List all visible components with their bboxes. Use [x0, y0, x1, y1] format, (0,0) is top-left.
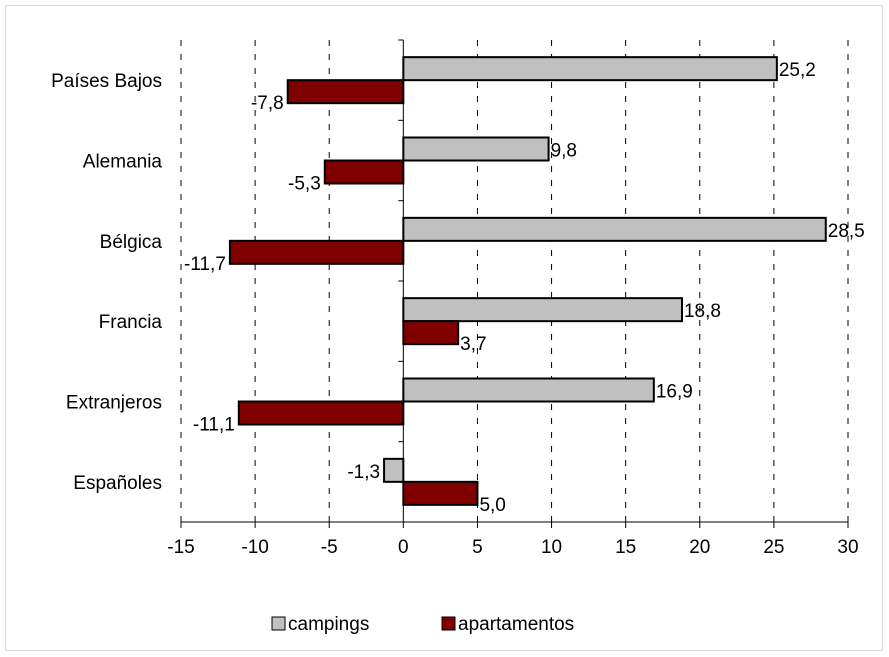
bar-apartamentos	[286, 79, 405, 105]
data-label-apartamentos: 3,7	[460, 334, 486, 355]
category-label: Alemania	[83, 152, 163, 173]
data-label-apartamentos: -7,8	[251, 93, 284, 114]
category-label: Países Bajos	[51, 71, 162, 92]
bar-campings	[402, 297, 683, 323]
legend: campings apartamentos	[271, 614, 574, 635]
x-tick-label: 30	[837, 537, 858, 558]
bar-campings	[402, 136, 550, 162]
x-tick-label: -15	[167, 537, 194, 558]
axes	[180, 39, 849, 528]
legend-label-campings: campings	[288, 614, 369, 635]
data-label-apartamentos: 5,0	[479, 495, 505, 516]
data-label-campings: 16,9	[656, 382, 693, 403]
category-label: Francia	[99, 312, 163, 333]
bar-apartamentos	[237, 400, 405, 426]
x-tick-label: -5	[321, 537, 338, 558]
bar-apartamentos	[323, 159, 405, 185]
x-tick-label: 15	[615, 537, 636, 558]
data-label-apartamentos: -11,7	[184, 254, 226, 275]
bar-campings	[383, 457, 405, 483]
bars	[228, 56, 827, 506]
legend-swatch-apartamentos	[441, 616, 456, 631]
data-label-apartamentos: -11,1	[193, 415, 235, 436]
x-tick-label: 5	[472, 537, 483, 558]
bar-apartamentos	[228, 239, 405, 265]
legend-swatch-campings	[271, 616, 286, 631]
bar-campings	[402, 56, 778, 82]
legend-label-apartamentos: apartamentos	[458, 614, 574, 635]
data-label-campings: 9,8	[551, 141, 577, 162]
x-tick-label: 25	[763, 537, 784, 558]
data-label-campings: 18,8	[684, 301, 721, 322]
x-tick-label: -10	[241, 537, 268, 558]
x-tick-label: 0	[398, 537, 409, 558]
data-label-campings: 28,5	[828, 221, 865, 242]
gridlines	[180, 40, 849, 522]
data-label-apartamentos: -5,3	[288, 174, 321, 195]
data-label-campings: 25,2	[779, 60, 816, 81]
bar-apartamentos	[402, 320, 460, 346]
x-tick-label: 10	[541, 537, 562, 558]
category-label: Españoles	[73, 473, 162, 494]
x-tick-label: 20	[689, 537, 710, 558]
labels: 25,2 -7,8 Países Bajos 9,8 -5,3 Alemania 28,5 -…	[51, 60, 865, 558]
bar-campings	[402, 377, 655, 403]
bar-campings	[402, 216, 827, 242]
category-label: Extranjeros	[66, 393, 162, 414]
category-label: Bélgica	[100, 232, 163, 253]
data-label-campings: -1,3	[347, 462, 380, 483]
bar-apartamentos	[402, 480, 479, 506]
